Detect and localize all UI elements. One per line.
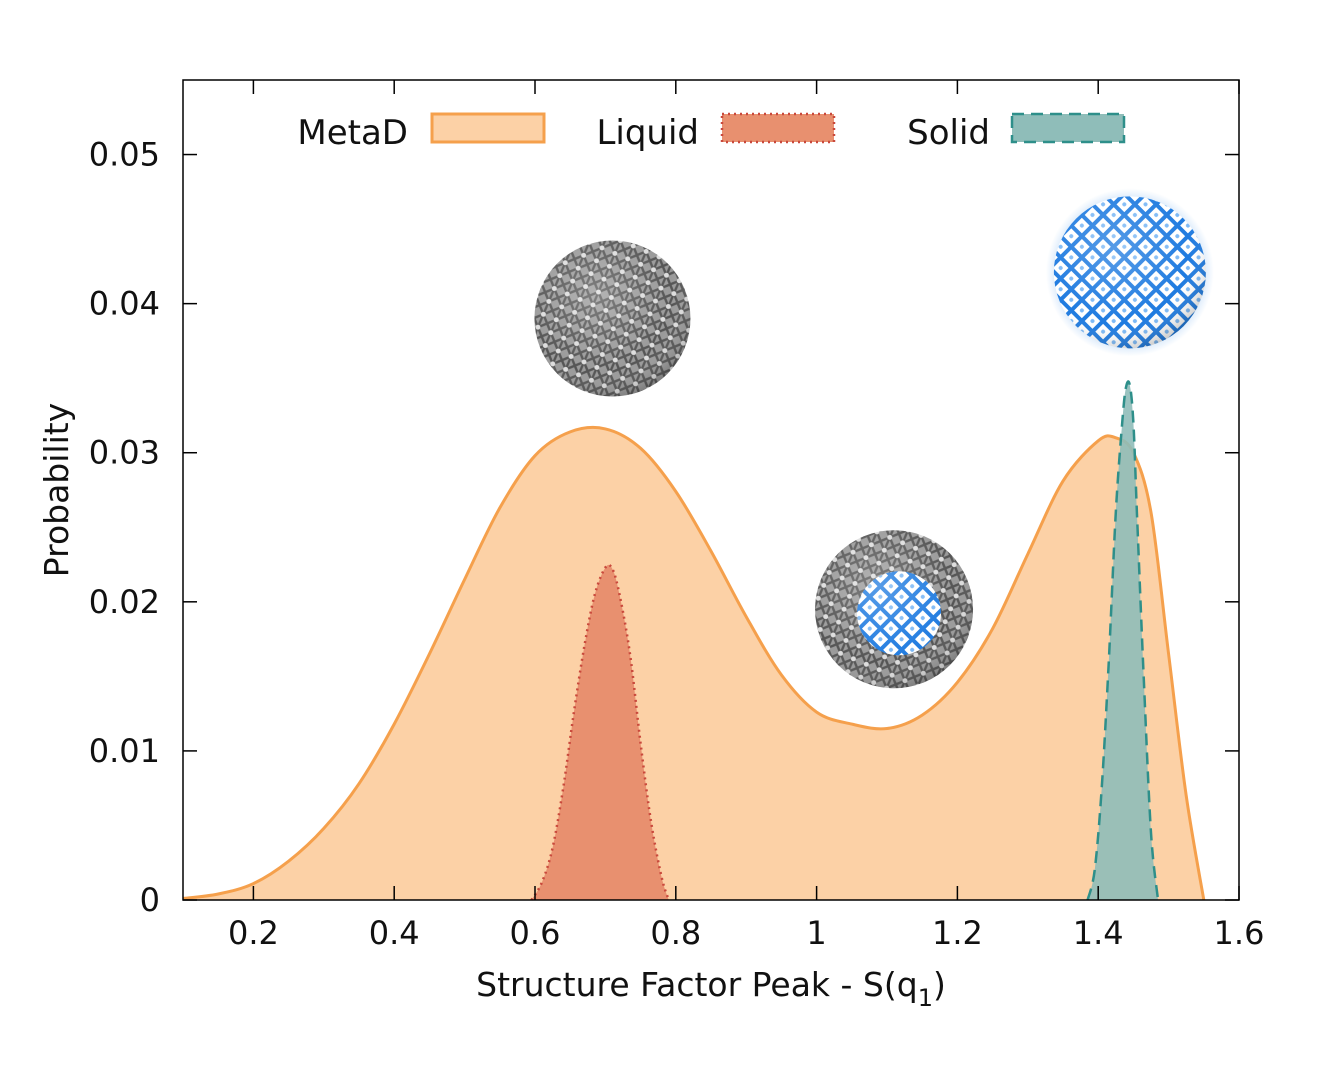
series-area-liquid <box>531 564 669 900</box>
x-tick-label: 1.6 <box>1214 914 1265 952</box>
legend-swatch-solid <box>1010 112 1126 144</box>
x-tick-label: 0.2 <box>228 914 279 952</box>
liquid-cluster-image <box>534 240 691 397</box>
series-line-solid <box>1086 380 1160 901</box>
legend-label-liquid: Liquid <box>596 113 699 153</box>
solid-cluster-image <box>1045 188 1214 357</box>
inset-layer <box>534 188 1214 689</box>
legend-swatch-metad <box>430 112 546 144</box>
y-tick-label: 0 <box>140 881 160 919</box>
x-tick-label: 0.4 <box>369 914 420 952</box>
x-tick-label: 1 <box>806 914 826 952</box>
x-tick-label: 1.2 <box>932 914 983 952</box>
ticks-layer: 0.2 0.4 0.6 0.8 1 1.2 1.4 1.6 0 0.01 0.02 0.03 0.04 0… <box>89 80 1265 952</box>
x-axis-title-subscript: 1 <box>918 984 933 1012</box>
legend-label-metad: MetaD <box>297 113 408 153</box>
x-tick-label: 0.8 <box>650 914 701 952</box>
legend-label-solid: Solid <box>907 113 990 153</box>
y-tick-label: 0.04 <box>89 285 160 323</box>
y-tick-label: 0.01 <box>89 732 160 770</box>
x-tick-label: 1.4 <box>1073 914 1124 952</box>
y-tick-label: 0.02 <box>89 583 160 621</box>
legend-swatch-liquid <box>720 112 836 144</box>
series-area-metad <box>183 427 1204 900</box>
series-layer <box>182 380 1206 901</box>
mixed-cluster-image <box>815 530 974 689</box>
legend: MetaD Liquid Solid <box>297 112 1126 153</box>
x-tick-label: 0.6 <box>510 914 561 952</box>
y-tick-label: 0.03 <box>89 434 160 472</box>
series-area-solid <box>1087 381 1158 900</box>
x-axis-title: Structure Factor Peak - S(q1) <box>476 965 946 1012</box>
x-axis-title-suffix: ) <box>933 965 946 1004</box>
y-axis-title: Probability <box>37 403 76 577</box>
series-line-liquid <box>530 563 670 901</box>
y-tick-label: 0.05 <box>89 136 160 174</box>
plot-frame <box>182 79 1240 901</box>
